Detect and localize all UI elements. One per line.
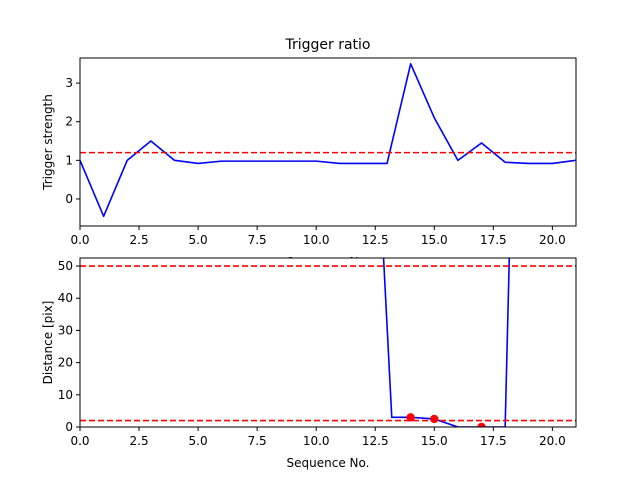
x-tick-label: 20.0 [539, 434, 566, 448]
y-tick-label: 10 [58, 388, 73, 402]
plot-area [80, 58, 576, 226]
marker-point-1 [430, 414, 439, 424]
x-tick-label: 20.0 [539, 233, 566, 247]
x-tick-label: 0.0 [70, 233, 89, 247]
x-tick-label: 15.0 [421, 434, 448, 448]
y-tick-label: 1 [65, 153, 73, 167]
distance-panel: 0.0 2.5 5.0 7.5 10.0 12.5 15.0 17.5 20.0 0 10 20 30 4… [41, 257, 577, 470]
y-tick-label: 40 [58, 291, 73, 305]
y-tick-label: 30 [58, 323, 73, 337]
x-tick-label: 2.5 [130, 233, 149, 247]
x-tick-label: 15.0 [421, 233, 448, 247]
y-tick-label: 0 [65, 420, 73, 434]
x-tick-label: 0.0 [70, 434, 89, 448]
x-tick-label: 7.5 [248, 434, 267, 448]
y-tick-label: 2 [65, 115, 73, 129]
x-tick-label: 12.5 [362, 434, 389, 448]
y-tick-label: 3 [65, 76, 73, 90]
y-tick-label: 0 [65, 192, 73, 206]
y-axis-label: Distance [pix] [41, 301, 55, 385]
y-tick-label: 20 [58, 356, 73, 370]
x-axis-label: Sequence No. [287, 456, 370, 470]
axes-frame [79, 57, 577, 227]
series-line-0 [80, 62, 576, 218]
trigger-ratio-panel: 0.02.55.07.510.012.515.017.520.00123Sequ… [41, 57, 577, 269]
x-tick-label: 5.0 [189, 434, 208, 448]
chart-title: Trigger ratio [284, 37, 370, 53]
x-tick-label: 17.5 [480, 233, 507, 247]
marker-point-2 [477, 422, 486, 427]
x-tick-label: 17.5 [480, 434, 507, 448]
series-line-0 [382, 258, 511, 427]
x-tick-label: 7.5 [248, 233, 267, 247]
x-tick-label: 2.5 [130, 434, 149, 448]
axes-frame [79, 257, 577, 428]
y-axis-label: Trigger strength [41, 94, 55, 191]
marker-point-0 [406, 413, 415, 422]
x-tick-label: 10.0 [303, 434, 330, 448]
x-tick-label: 12.5 [362, 233, 389, 247]
x-tick-label: 5.0 [189, 233, 208, 247]
y-tick-label: 50 [58, 259, 73, 273]
x-tick-label: 10.0 [303, 233, 330, 247]
plot-area [80, 258, 576, 427]
